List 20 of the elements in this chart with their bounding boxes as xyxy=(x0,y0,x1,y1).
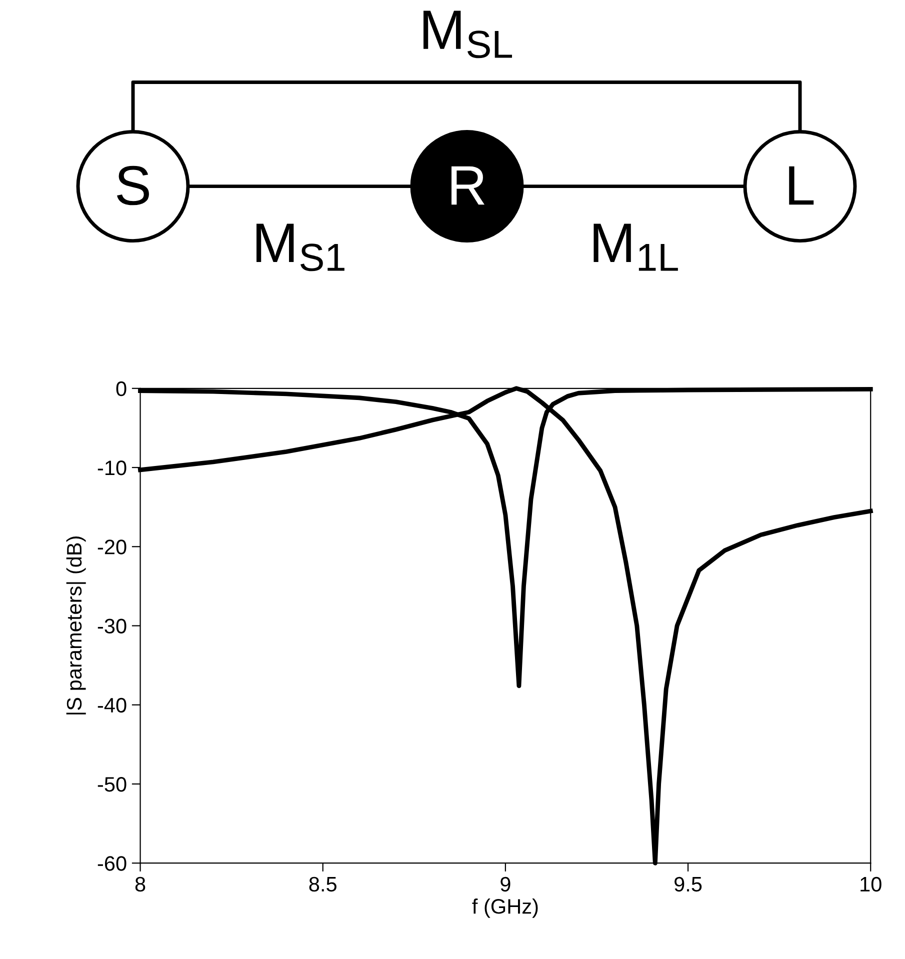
x-tick-label: 8.5 xyxy=(309,876,336,892)
text: M$_{1L}$ xyxy=(594,224,678,271)
x-axis-title: f (GHz) xyxy=(472,898,538,918)
text: L xyxy=(789,166,814,205)
text: R xyxy=(451,166,484,205)
text: S xyxy=(116,166,149,206)
y-tick-label: -10 xyxy=(98,460,126,476)
text: M$_{S1}$ xyxy=(256,224,344,272)
x-tick-label: 9 xyxy=(500,876,510,892)
y-tick-label: -60 xyxy=(98,856,126,871)
y-tick-label: 0 xyxy=(116,381,126,396)
text: M$_{SL}$ xyxy=(424,10,512,58)
y-tick-label: -20 xyxy=(98,540,126,554)
y-tick-label: -50 xyxy=(98,776,126,792)
y-tick-label: -30 xyxy=(98,618,126,634)
x-tick-label: 9.5 xyxy=(674,876,702,892)
y-axis-title: |S parameters| (dB) xyxy=(66,536,86,714)
x-tick-label: 10 xyxy=(860,876,882,892)
y-tick-label: -40 xyxy=(98,698,126,713)
x-tick-label: 8 xyxy=(135,876,146,892)
